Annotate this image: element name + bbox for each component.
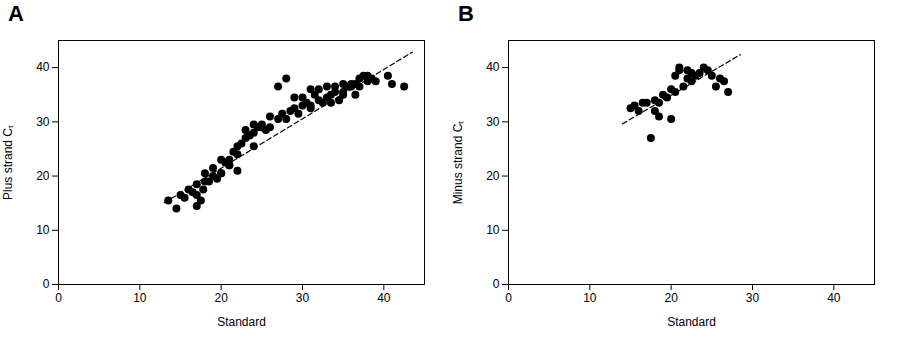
svg-text:Standard: Standard	[667, 315, 716, 329]
svg-text:40: 40	[377, 291, 391, 305]
svg-text:20: 20	[36, 169, 50, 183]
svg-text:40: 40	[36, 60, 50, 74]
svg-text:20: 20	[664, 291, 678, 305]
svg-text:30: 30	[296, 291, 310, 305]
svg-text:30: 30	[36, 115, 50, 129]
html-text:B: B	[458, 1, 474, 26]
svg-text:0: 0	[43, 277, 50, 291]
svg-text:30: 30	[746, 291, 760, 305]
svg-text:Minus strand Cₜ: Minus strand Cₜ	[451, 121, 465, 205]
svg-text:Plus strand Cₜ: Plus strand Cₜ	[1, 125, 15, 200]
svg-text:10: 10	[583, 291, 597, 305]
svg-text:40: 40	[486, 60, 500, 74]
svg-text:20: 20	[214, 291, 228, 305]
svg-text:10: 10	[133, 291, 147, 305]
svg-text:Standard: Standard	[217, 315, 266, 329]
html-text:A: A	[8, 1, 24, 26]
svg-text:0: 0	[493, 277, 500, 291]
svg-text:0: 0	[505, 291, 512, 305]
svg-text:40: 40	[827, 291, 841, 305]
svg-text:30: 30	[486, 115, 500, 129]
svg-text:0: 0	[55, 291, 62, 305]
svg-text:10: 10	[36, 223, 50, 237]
svg-text:10: 10	[486, 223, 500, 237]
svg-text:20: 20	[486, 169, 500, 183]
